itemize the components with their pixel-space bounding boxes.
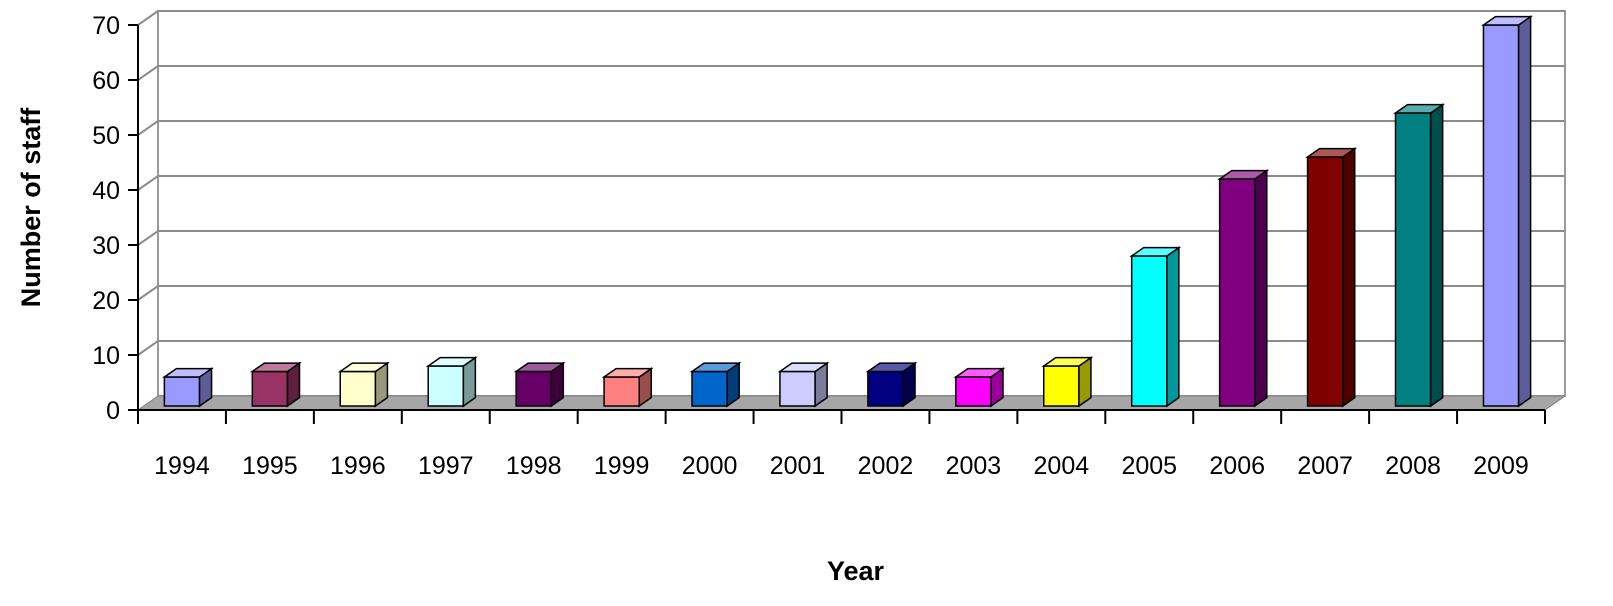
y-tick-label: 20 <box>92 287 120 315</box>
y-tick-label: 10 <box>92 342 120 370</box>
bar-front <box>427 365 465 407</box>
bar-front <box>779 370 816 407</box>
bar-1996 <box>337 361 390 408</box>
bar-top <box>1041 356 1094 367</box>
x-tick-labels: 1994 1995 1996 1997 1998 1999 2000 2001 2002 2003… <box>154 452 1529 480</box>
bar-top <box>425 356 478 367</box>
bar-2001 <box>777 361 830 408</box>
y-tick-label: 50 <box>92 122 120 150</box>
bar-1995 <box>249 361 302 408</box>
bar-1998 <box>513 361 566 408</box>
bar-2007 <box>1305 147 1358 408</box>
bar-front <box>867 370 904 407</box>
gridline <box>137 230 1565 246</box>
x-tick-label: 2002 <box>858 452 914 480</box>
bar-top <box>162 367 214 378</box>
axes <box>128 24 1546 424</box>
bar-front <box>1043 365 1080 407</box>
bar-front <box>515 370 553 407</box>
y-axis-title: Number of staff <box>16 107 46 308</box>
bar-side <box>1341 147 1356 408</box>
x-tick-label: 2009 <box>1473 452 1529 480</box>
bar-top <box>249 362 302 373</box>
gridline <box>137 65 1565 81</box>
bar-top <box>1393 103 1446 114</box>
bar-2006 <box>1217 169 1270 408</box>
bar-2008 <box>1393 103 1446 408</box>
bar-top <box>1217 169 1270 180</box>
bar-2005 <box>1129 246 1182 408</box>
bar-front <box>1306 156 1344 407</box>
gridline <box>137 10 1565 26</box>
bar-front <box>163 376 201 407</box>
x-tick-label: 2001 <box>770 452 826 480</box>
y-tick-label: 60 <box>92 67 120 95</box>
bar-1994 <box>162 367 214 408</box>
bars <box>162 15 1533 408</box>
y-tick-label: 40 <box>92 177 120 205</box>
bar-front <box>691 370 728 407</box>
bar-2003 <box>953 367 1006 408</box>
bar-front <box>1394 112 1432 407</box>
x-tick-label: 2007 <box>1297 452 1353 480</box>
bar-top <box>1305 147 1358 158</box>
bar-top <box>865 362 918 373</box>
x-tick-label: 1995 <box>242 452 298 480</box>
bar-front <box>603 376 640 407</box>
x-tick-label: 2000 <box>682 452 738 480</box>
bar-side <box>1254 169 1268 408</box>
bar-front <box>1218 178 1256 407</box>
bar-2002 <box>865 361 918 408</box>
y-tick-label: 70 <box>92 12 120 40</box>
bar-top <box>513 362 566 373</box>
bar-side <box>1429 103 1444 408</box>
bar-side <box>1517 15 1532 408</box>
x-tick-label: 2003 <box>946 452 1002 480</box>
x-tick-label: 1994 <box>154 452 210 480</box>
bar-2000 <box>689 361 742 408</box>
y-tick-labels: 0 10 20 30 40 50 60 70 <box>92 12 120 425</box>
x-tick-label: 1996 <box>330 452 386 480</box>
x-tick-label: 2008 <box>1385 452 1441 480</box>
x-axis-title: Year <box>827 556 885 586</box>
bar-2009 <box>1481 15 1533 408</box>
x-tick-label: 1999 <box>594 452 650 480</box>
bar-front <box>251 370 289 407</box>
x-tick-label: 2006 <box>1209 452 1265 480</box>
x-tick-label: 1997 <box>418 452 474 480</box>
bar-1999 <box>601 367 654 408</box>
bar-front <box>1482 24 1520 407</box>
bar-top <box>689 362 742 373</box>
bar-top <box>953 367 1006 378</box>
x-tick-label: 1998 <box>506 452 562 480</box>
bar-top <box>337 362 390 373</box>
bar-top <box>777 362 830 373</box>
bar-top <box>1129 246 1182 257</box>
y-tick-label: 0 <box>106 397 120 425</box>
bar-front <box>339 370 377 407</box>
x-tick-label: 2005 <box>1121 452 1177 480</box>
bar-top <box>1481 15 1533 26</box>
bar-top <box>601 367 654 378</box>
y-tick-label: 30 <box>92 232 120 260</box>
gridline <box>137 340 1565 356</box>
gridline <box>137 285 1565 301</box>
gridlines <box>137 10 1565 356</box>
bar-2004 <box>1041 356 1094 408</box>
x-tick-label: 2004 <box>1034 452 1090 480</box>
gridline <box>137 120 1565 136</box>
gridline <box>137 175 1565 191</box>
bar-side <box>1166 246 1180 408</box>
bar-front <box>955 376 992 407</box>
bar-front <box>1130 255 1168 407</box>
bar-1997 <box>425 356 478 408</box>
